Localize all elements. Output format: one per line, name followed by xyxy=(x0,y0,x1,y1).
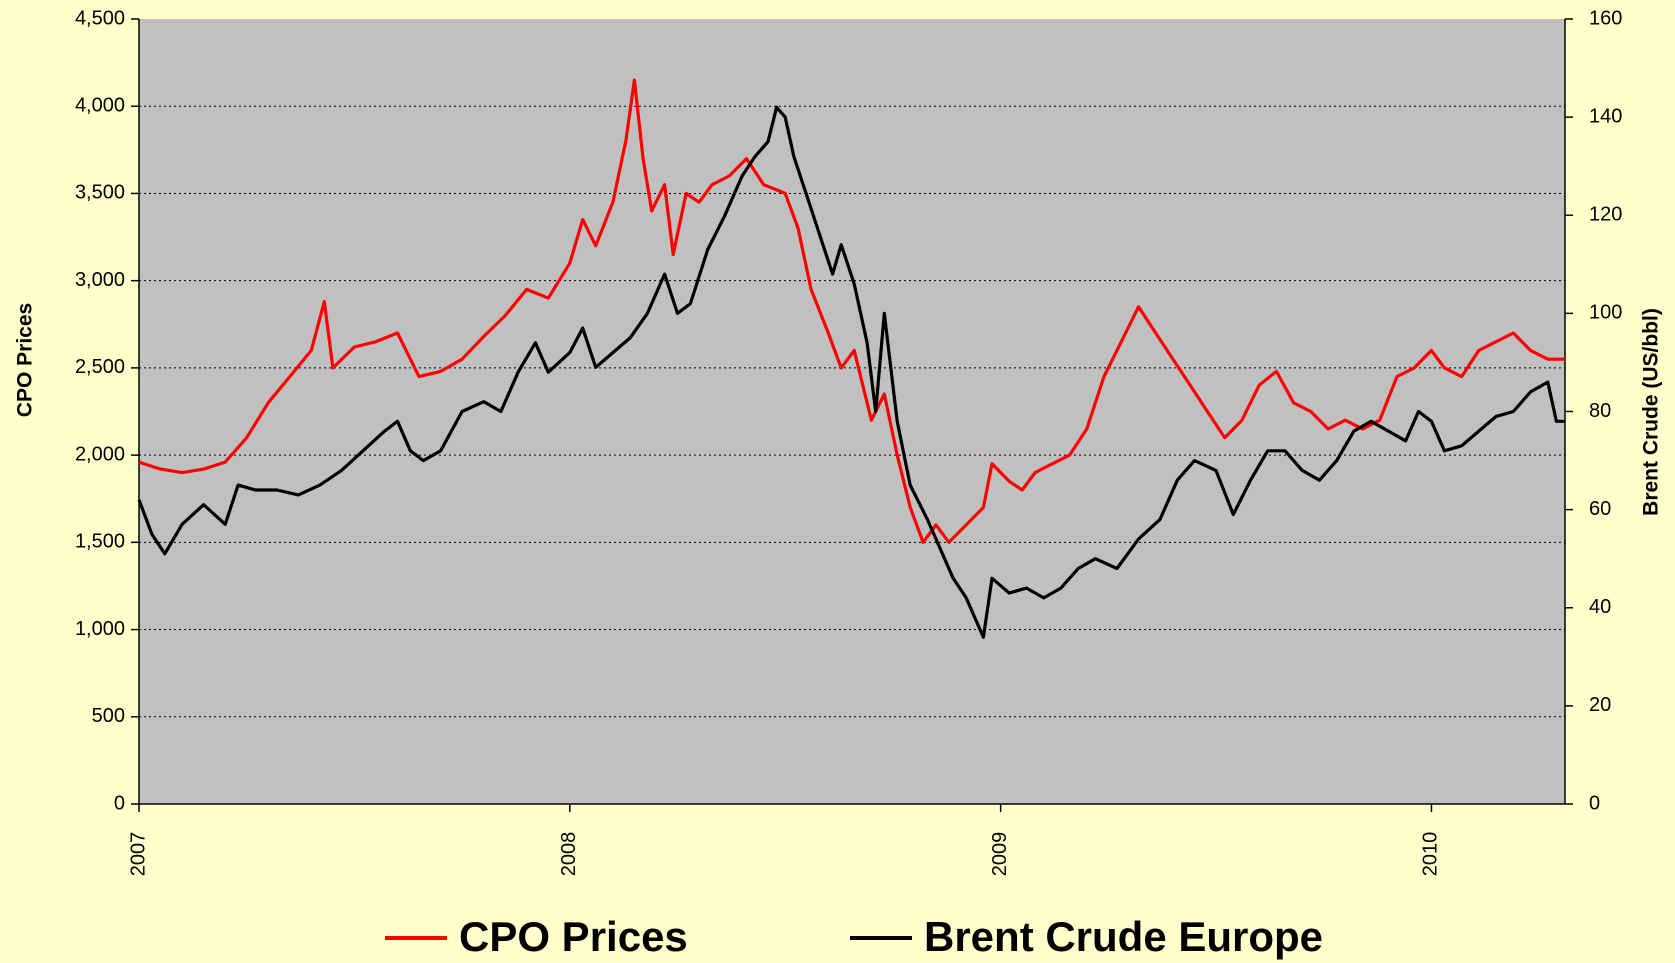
y-tick-label: 2,500 xyxy=(75,356,125,378)
y-tick-label: 1,000 xyxy=(75,618,125,640)
series-line xyxy=(138,78,1565,544)
plot-area xyxy=(139,19,1565,804)
y2-axis-title: Brent Crude (US/bbl) xyxy=(1640,308,1663,516)
y-axis-title: CPO Prices xyxy=(14,303,37,417)
y-tick-label: 4,500 xyxy=(75,7,125,29)
y-tick-label: 3,000 xyxy=(75,269,125,291)
y-tick-label: 2,000 xyxy=(75,443,125,465)
y-tick-label: 3,500 xyxy=(75,182,125,204)
x-tick-label: 2009 xyxy=(989,832,1011,877)
y2-tick-label: 100 xyxy=(1589,302,1622,324)
y-tick-label: 4,000 xyxy=(75,95,125,117)
y2-tick-label: 40 xyxy=(1589,596,1611,618)
y2-tick-label: 0 xyxy=(1589,792,1600,814)
x-tick-label: 2007 xyxy=(127,832,149,877)
legend-text: CPO Prices xyxy=(459,913,688,960)
y-tick-label: 500 xyxy=(92,705,125,727)
y-tick-label: 1,500 xyxy=(75,531,125,553)
y2-tick-label: 120 xyxy=(1589,204,1622,226)
legend-text: Brent Crude Europe xyxy=(924,913,1323,960)
y-tick-label: 0 xyxy=(114,792,125,814)
y2-tick-label: 140 xyxy=(1589,105,1622,127)
series-line xyxy=(137,105,1565,639)
x-tick-label: 2008 xyxy=(558,832,580,877)
y2-tick-label: 60 xyxy=(1589,498,1611,520)
y2-tick-label: 160 xyxy=(1589,7,1622,29)
x-tick-label: 2010 xyxy=(1420,832,1442,877)
y2-tick-label: 20 xyxy=(1589,694,1611,716)
y2-tick-label: 80 xyxy=(1589,400,1611,422)
